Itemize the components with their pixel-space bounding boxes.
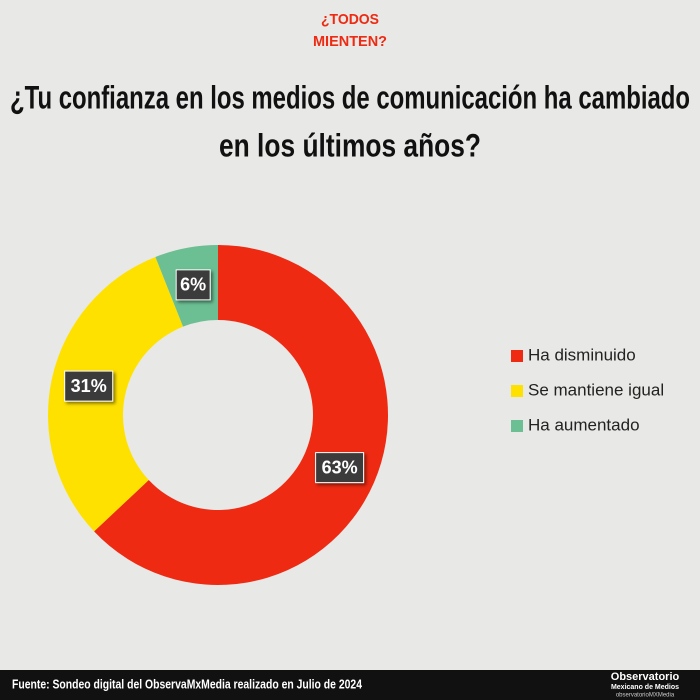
data-label: 31% <box>71 376 107 396</box>
legend-label: Ha disminuido <box>528 345 636 364</box>
legend-label: Se mantiene igual <box>528 380 664 399</box>
data-label-box <box>175 269 211 301</box>
chart-title: ¿Tu confianza en los medios de comunicac… <box>10 79 690 115</box>
legend-label: Ha aumentado <box>528 415 640 434</box>
slice <box>47 256 184 532</box>
brand-text: Observatorio <box>611 671 680 683</box>
legend-swatch <box>511 385 523 397</box>
logo-text: MIENTEN? <box>313 33 387 50</box>
brand-text: observatorioMXMedia <box>616 693 675 699</box>
data-label-box <box>64 370 114 402</box>
data-label: 6% <box>180 275 206 295</box>
legend-swatch <box>511 420 523 432</box>
data-label-box <box>315 452 365 484</box>
source-note: Fuente: Sondeo digital del ObservaMxMedi… <box>12 676 363 691</box>
brand-text: Mexicano de Medios <box>611 684 679 691</box>
logo-text: ¿TODOS <box>321 11 379 28</box>
footer-bar <box>0 670 700 700</box>
slice <box>94 245 389 585</box>
data-label: 63% <box>322 457 358 477</box>
chart-title: en los últimos años? <box>219 127 481 163</box>
legend-swatch <box>511 350 523 362</box>
